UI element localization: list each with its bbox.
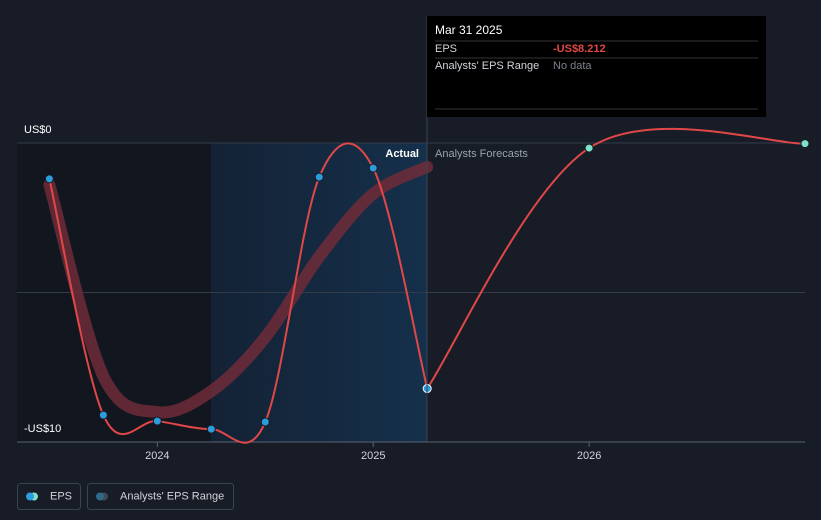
y-tick-label: US$0 <box>24 124 52 136</box>
data-point <box>152 416 162 426</box>
legend-label: Analysts' EPS Range <box>120 490 224 502</box>
data-point <box>44 174 54 184</box>
legend-swatch <box>26 492 34 501</box>
x-tick-label: 2024 <box>145 450 169 462</box>
data-point <box>260 417 270 427</box>
x-tick-label: 2025 <box>361 450 385 462</box>
legend-label: EPS <box>50 490 72 502</box>
tooltip-box <box>427 16 766 117</box>
data-point <box>584 143 594 153</box>
data-point <box>98 410 108 420</box>
tooltip-label: EPS <box>435 43 457 55</box>
legend-box <box>17 483 81 510</box>
tooltip-value: No data <box>553 60 592 72</box>
data-point <box>206 424 216 434</box>
legend-item[interactable]: Analysts' EPS Range <box>87 483 234 510</box>
legend-swatch <box>96 492 104 501</box>
range-band <box>43 160 434 419</box>
forecast-label: Analysts Forecasts <box>435 148 528 160</box>
actual-label: Actual <box>385 148 419 160</box>
y-tick-label: -US$10 <box>24 423 61 435</box>
tooltip-date: Mar 31 2025 <box>435 23 503 37</box>
legend-box <box>87 483 234 510</box>
data-point <box>368 163 378 173</box>
tooltip-label: Analysts' EPS Range <box>435 60 539 72</box>
x-tick-label: 2026 <box>577 450 601 462</box>
tooltip-value: -US$8.212 <box>553 43 606 55</box>
legend-item[interactable]: EPS <box>17 483 81 510</box>
tooltip: Mar 31 2025 EPS -US$8.212 Analysts' EPS … <box>427 16 766 117</box>
data-point <box>314 172 324 182</box>
data-point <box>800 139 810 149</box>
